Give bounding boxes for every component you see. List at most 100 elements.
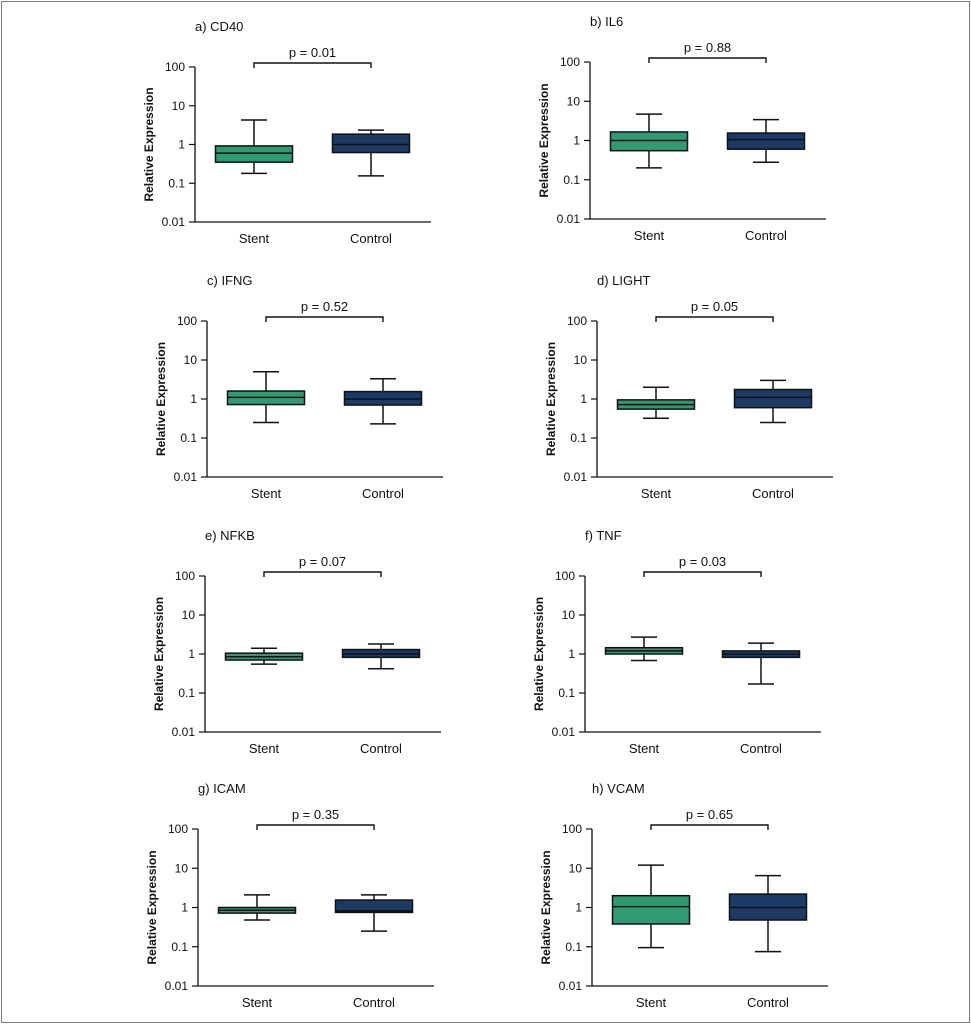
category-label: Control [752, 486, 794, 501]
significance-bracket [648, 57, 767, 63]
y-tick-label: 10 [184, 353, 198, 367]
y-tick-label: 1 [181, 901, 188, 915]
y-axis-label: Relative Expression [532, 597, 546, 711]
y-tick-label: 1 [178, 138, 185, 152]
y-tick-label: 0.01 [564, 470, 588, 484]
category-label: Stent [641, 486, 672, 501]
y-tick-label: 0.01 [174, 470, 198, 484]
box-control [341, 643, 421, 670]
box-stent [224, 647, 304, 665]
y-tick-label: 100 [177, 314, 197, 328]
iqr-box [214, 145, 294, 163]
y-tick-label: 0.01 [559, 979, 583, 993]
p-value-label: p = 0.07 [299, 554, 346, 569]
y-tick-label: 0.1 [565, 940, 582, 954]
y-tick-label: 10 [562, 608, 576, 622]
y-axis-label: Relative Expression [544, 342, 558, 456]
iqr-box [334, 899, 414, 914]
significance-bracket [643, 571, 762, 577]
category-label: Control [362, 486, 404, 501]
y-tick-label: 10 [569, 861, 583, 875]
panel-title: f) TNF [585, 528, 622, 543]
box-control [726, 118, 806, 163]
panel-7: g) ICAM 100 10 1 0.1 0.01 Relative Expression S… [145, 781, 434, 1010]
y-tick-label: 10 [182, 608, 196, 622]
box-control [331, 129, 411, 177]
box-stent [214, 119, 294, 175]
y-tick-label: 0.01 [162, 215, 186, 229]
panel-6: f) TNF 100 10 1 0.1 0.01 Relative Expression St… [532, 528, 821, 756]
category-label: Stent [239, 231, 270, 246]
y-tick-label: 1 [573, 134, 580, 148]
y-tick-label: 0.1 [563, 173, 580, 187]
y-tick-label: 0.1 [171, 940, 188, 954]
y-tick-label: 10 [567, 94, 581, 108]
iqr-box [609, 131, 689, 152]
y-tick-label: 0.1 [558, 686, 575, 700]
y-tick-label: 100 [168, 822, 188, 836]
y-tick-label: 1 [580, 392, 587, 406]
box-stent [616, 386, 696, 420]
y-tick-label: 10 [175, 861, 189, 875]
category-label: Stent [249, 741, 280, 756]
category-label: Stent [629, 741, 660, 756]
panel-1: a) CD40 100 10 1 0.1 0.01 Relative Expression S… [142, 19, 431, 246]
y-tick-label: 10 [172, 99, 186, 113]
category-label: Control [740, 741, 782, 756]
y-tick-label: 100 [567, 314, 587, 328]
box-stent [226, 370, 306, 424]
y-tick-label: 1 [188, 647, 195, 661]
category-label: Control [353, 995, 395, 1010]
box-stent [611, 864, 691, 949]
category-label: Stent [251, 486, 282, 501]
p-value-label: p = 0.01 [289, 45, 336, 60]
y-tick-label: 1 [568, 647, 575, 661]
y-tick-label: 100 [175, 569, 195, 583]
y-axis-label: Relative Expression [142, 87, 156, 201]
panel-title: b) IL6 [590, 14, 623, 29]
panel-2: b) IL6 100 10 1 0.1 0.01 Relative Expression St… [537, 14, 826, 243]
panel-title: h) VCAM [592, 781, 645, 796]
y-tick-label: 1 [190, 392, 197, 406]
panel-title: c) IFNG [207, 273, 253, 288]
p-value-label: p = 0.05 [691, 299, 738, 314]
y-tick-label: 0.01 [172, 725, 196, 739]
category-label: Control [745, 228, 787, 243]
significance-bracket [655, 316, 774, 322]
y-tick-label: 0.1 [570, 431, 587, 445]
category-label: Control [747, 995, 789, 1010]
significance-bracket [253, 62, 372, 68]
panel-4: d) LIGHT 100 10 1 0.1 0.01 Relative Expression… [544, 273, 833, 501]
p-value-label: p = 0.52 [301, 299, 348, 314]
p-value-label: p = 0.03 [679, 554, 726, 569]
y-tick-label: 100 [165, 60, 185, 74]
y-axis-label: Relative Expression [537, 83, 551, 197]
panel-title: g) ICAM [198, 781, 246, 796]
panel-3: c) IFNG 100 10 1 0.1 0.01 Relative Expression S… [154, 273, 443, 501]
box-control [343, 378, 423, 425]
iqr-box [331, 133, 411, 154]
p-value-label: p = 0.88 [684, 40, 731, 55]
p-value-label: p = 0.35 [292, 807, 339, 822]
y-tick-label: 0.1 [180, 431, 197, 445]
box-control [728, 874, 808, 953]
significance-bracket [263, 571, 382, 577]
y-tick-label: 0.01 [165, 979, 189, 993]
y-axis-label: Relative Expression [152, 597, 166, 711]
y-tick-label: 100 [562, 822, 582, 836]
category-label: Control [360, 741, 402, 756]
category-label: Stent [636, 995, 667, 1010]
panel-8: h) VCAM 100 10 1 0.1 0.01 Relative Expression S… [539, 781, 828, 1010]
significance-bracket [265, 316, 384, 322]
y-tick-label: 100 [555, 569, 575, 583]
y-axis-label: Relative Expression [539, 850, 553, 964]
box-control [721, 642, 801, 685]
box-control [334, 894, 414, 932]
iqr-box [726, 132, 806, 150]
box-stent [609, 113, 689, 169]
y-tick-label: 0.1 [168, 176, 185, 190]
panel-5: e) NFKB 100 10 1 0.1 0.01 Relative Expression S… [152, 528, 441, 756]
category-label: Stent [242, 995, 273, 1010]
y-axis-label: Relative Expression [154, 342, 168, 456]
